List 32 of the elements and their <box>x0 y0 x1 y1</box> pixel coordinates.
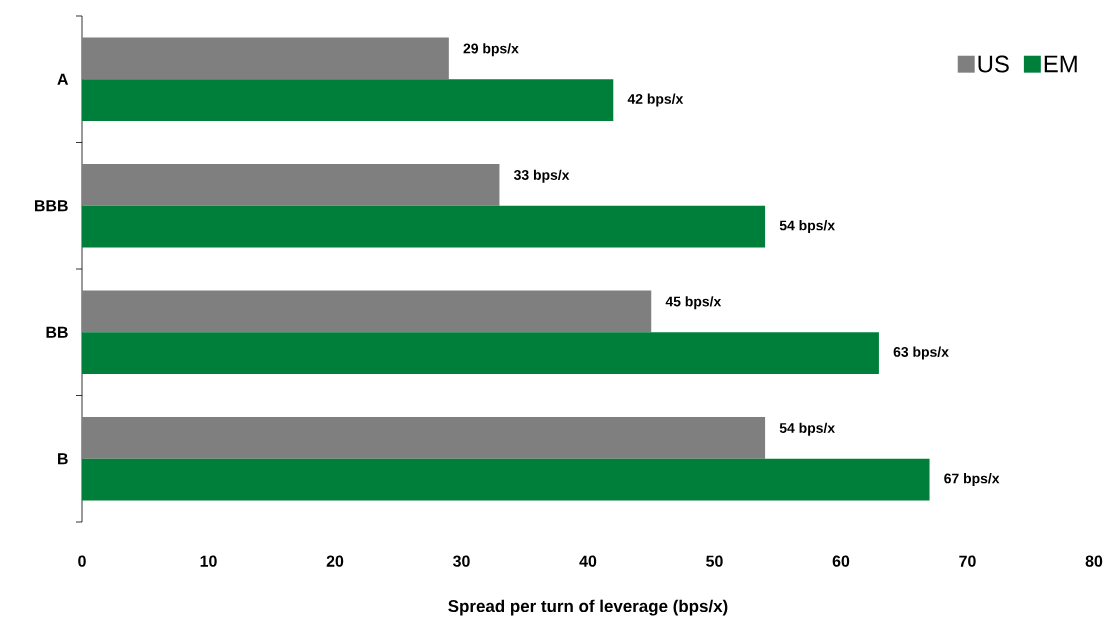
legend-label: EM <box>1044 55 1077 73</box>
x-axis-title: Spread per turn of leverage (bps/x) <box>448 599 728 616</box>
y-tick-label: BB <box>46 326 68 338</box>
x-tick-label: 10 <box>200 555 217 567</box>
data-label: 45 bps/x <box>665 296 722 310</box>
bar <box>82 332 879 375</box>
y-tick-label: B <box>58 453 68 465</box>
data-label: 29 bps/x <box>463 43 519 57</box>
x-tick-label: 40 <box>579 555 597 567</box>
bar <box>82 417 766 459</box>
bar <box>82 205 766 248</box>
data-label: 67 bps/x <box>944 473 1000 487</box>
bar <box>82 37 449 80</box>
data-label: 33 bps/x <box>513 169 570 183</box>
x-tick-label: 60 <box>832 555 850 567</box>
legend-label: US <box>978 55 1009 73</box>
y-tick-label: A <box>57 73 69 85</box>
x-tick-label: 20 <box>326 555 344 567</box>
bar <box>82 164 500 206</box>
x-tick-label: 0 <box>78 555 86 567</box>
x-tick-label: 80 <box>1085 555 1103 567</box>
y-tick-label: BBB <box>35 200 68 212</box>
data-label: 54 bps/x <box>779 220 835 234</box>
x-tick-label: 50 <box>706 555 723 567</box>
bar <box>82 79 614 122</box>
bar <box>82 458 930 501</box>
bar <box>82 290 652 333</box>
data-label: 54 bps/x <box>779 422 835 436</box>
data-label: 63 bps/x <box>893 346 949 360</box>
x-tick-label: 30 <box>452 555 470 567</box>
data-label: 42 bps/x <box>627 93 684 107</box>
x-tick-label: 70 <box>959 555 976 567</box>
